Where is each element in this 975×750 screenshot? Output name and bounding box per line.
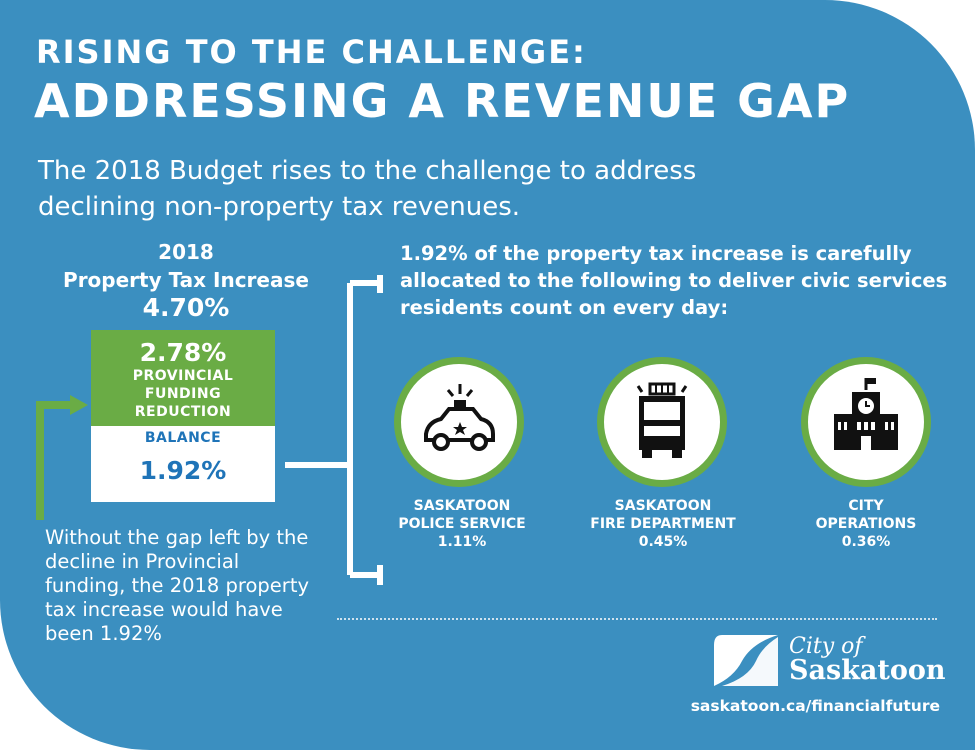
service-fire-line2: FIRE DEPARTMENT (590, 516, 736, 532)
service-city-line2: OPERATIONS (815, 516, 917, 532)
balance-block: BALANCE 1.92% (91, 430, 275, 485)
service-city: CITY OPERATIONS 0.36% (781, 497, 951, 551)
website-link[interactable]: saskatoon.ca/financialfuture (690, 697, 940, 715)
city-logo-icon (714, 635, 778, 686)
provincial-label-2: FUNDING (144, 386, 222, 402)
fire-circle (597, 357, 727, 487)
tax-breakdown-box: 2.78% PROVINCIAL FUNDING REDUCTION BALAN… (91, 330, 275, 502)
service-police-line1: SASKATOON (413, 498, 511, 514)
total-percent: 4.70% (142, 293, 230, 322)
police-car-icon (424, 384, 495, 451)
city-circle (801, 357, 931, 487)
footnote-text: Without the gap left by the decline in P… (45, 526, 310, 645)
service-fire: SASKATOON FIRE DEPARTMENT 0.45% (578, 497, 748, 551)
service-police-line2: POLICE SERVICE (398, 516, 526, 532)
provincial-label-3: REDUCTION (134, 404, 232, 420)
city-logo-text: City of Saskatoon (789, 634, 946, 686)
service-city-pct: 0.36% (841, 534, 891, 550)
dotted-divider (337, 618, 937, 620)
service-fire-line1: SASKATOON (614, 498, 712, 514)
logo-line-1: City of (789, 634, 863, 659)
property-tax-label: Property Tax Increase (63, 268, 309, 292)
police-circle (394, 357, 524, 487)
balance-label: BALANCE (144, 430, 222, 446)
logo-line-2: Saskatoon (789, 655, 946, 686)
allocation-heading: 1.92% of the property tax increase is ca… (400, 242, 948, 319)
fire-truck-icon (636, 382, 688, 458)
service-police-pct: 1.11% (437, 534, 487, 550)
bracket-connector (285, 275, 383, 585)
service-fire-pct: 0.45% (638, 534, 688, 550)
provincial-reduction-block: 2.78% PROVINCIAL FUNDING REDUCTION (91, 330, 275, 426)
property-tax-heading: 2018 Property Tax Increase 4.70% (55, 238, 317, 322)
service-city-line1: CITY (848, 498, 884, 514)
title-line-2: ADDRESSING A REVENUE GAP (34, 74, 851, 128)
title-line-1: RISING TO THE CHALLENGE: (36, 33, 587, 71)
provincial-label-1: PROVINCIAL (132, 368, 234, 384)
intro-text: The 2018 Budget rises to the challenge t… (38, 156, 697, 222)
city-hall-icon (834, 378, 898, 450)
provincial-percent: 2.78% (139, 338, 227, 367)
year-label: 2018 (158, 240, 214, 264)
balance-percent: 1.92% (139, 456, 227, 485)
green-arrow-icon (36, 395, 88, 520)
service-police: SASKATOON POLICE SERVICE 1.11% (377, 497, 547, 551)
